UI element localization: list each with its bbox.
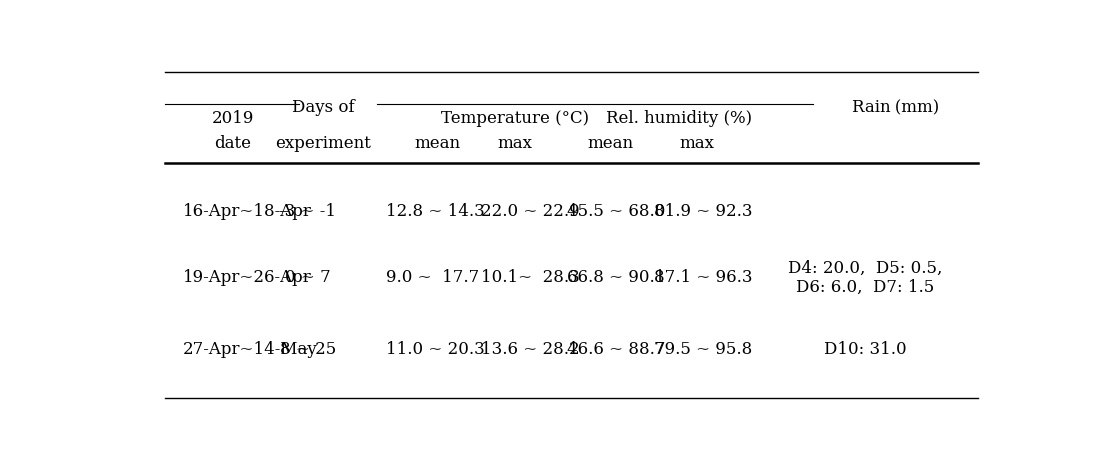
Text: experiment: experiment <box>275 135 371 152</box>
Text: 19-Apr~26-Apr: 19-Apr~26-Apr <box>183 269 311 286</box>
Text: -3 ~ -1: -3 ~ -1 <box>280 203 337 220</box>
Text: Rel. humidity (%): Rel. humidity (%) <box>607 110 753 127</box>
Text: 45.5 ~ 68.0: 45.5 ~ 68.0 <box>568 203 666 220</box>
Text: date: date <box>214 135 251 152</box>
Text: Days of: Days of <box>292 99 355 116</box>
Text: 27-Apr~14-May: 27-Apr~14-May <box>183 341 318 358</box>
Text: mean: mean <box>588 135 633 152</box>
Text: 46.6 ~ 88.7: 46.6 ~ 88.7 <box>568 341 666 358</box>
Text: 22.0 ~ 22.9: 22.0 ~ 22.9 <box>481 203 580 220</box>
Text: 66.8 ~ 90.1: 66.8 ~ 90.1 <box>568 269 666 286</box>
Text: D4: 20.0,  D5: 0.5,
D6: 6.0,  D7: 1.5: D4: 20.0, D5: 0.5, D6: 6.0, D7: 1.5 <box>788 259 942 296</box>
Text: 13.6 ~ 28.2: 13.6 ~ 28.2 <box>481 341 580 358</box>
Text: 87.1 ~ 96.3: 87.1 ~ 96.3 <box>653 269 752 286</box>
Text: 2019: 2019 <box>212 110 254 127</box>
Text: Temperature (°C): Temperature (°C) <box>442 110 590 127</box>
Text: max: max <box>679 135 715 152</box>
Text: 11.0 ~ 20.3: 11.0 ~ 20.3 <box>386 341 484 358</box>
Text: Rain (mm): Rain (mm) <box>852 99 939 116</box>
Text: 12.8 ~ 14.3: 12.8 ~ 14.3 <box>386 203 484 220</box>
Text: D10: 31.0: D10: 31.0 <box>824 341 906 358</box>
Text: 16-Apr~18-Apr: 16-Apr~18-Apr <box>183 203 311 220</box>
Text: 81.9 ~ 92.3: 81.9 ~ 92.3 <box>653 203 752 220</box>
Text: 9.0 ~  17.7: 9.0 ~ 17.7 <box>386 269 479 286</box>
Text: 0 ~ 7: 0 ~ 7 <box>285 269 331 286</box>
Text: mean: mean <box>415 135 460 152</box>
Text: max: max <box>497 135 533 152</box>
Text: 10.1~  28.3: 10.1~ 28.3 <box>481 269 580 286</box>
Text: 79.5 ~ 95.8: 79.5 ~ 95.8 <box>653 341 752 358</box>
Text: 8 ~ 25: 8 ~ 25 <box>280 341 336 358</box>
